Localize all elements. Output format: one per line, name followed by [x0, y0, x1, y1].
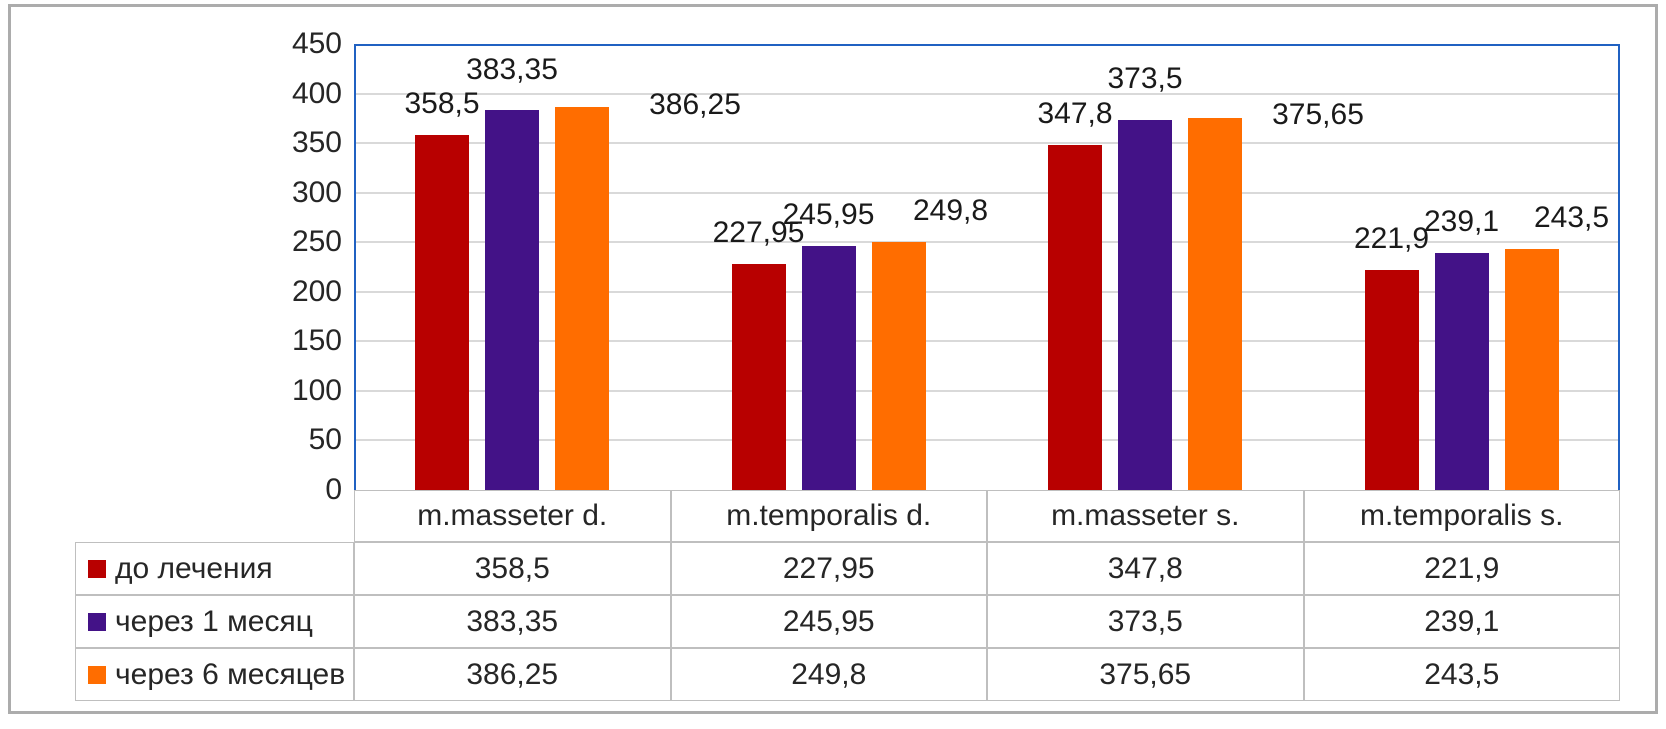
- y-tick-label-0: 0: [325, 473, 342, 506]
- y-tick-label-450: 450: [291, 27, 342, 60]
- bar-m-masseter-d--series-1: [485, 110, 539, 490]
- data-table: m.masseter d. m.temporalis d. m.masseter s…: [75, 490, 1620, 701]
- gridline-250: [356, 241, 1618, 244]
- legend-label-series-1: через 1 месяц: [115, 604, 313, 638]
- bar-m-temporalis-s--series-1: [1434, 253, 1489, 490]
- legend-item-series-2: через 6 месяцев: [75, 648, 354, 701]
- bar-m-masseter-s--series-2: [1188, 117, 1242, 490]
- gridline-200: [356, 290, 1618, 293]
- table-value-cell: 373,5: [987, 595, 1304, 648]
- bar-value-label: 249,8: [912, 194, 989, 228]
- bar-value-label: 227,95: [712, 216, 805, 250]
- category-header-m-masseter-d-: m.masseter d.: [354, 490, 671, 542]
- bar-value-label: 347,8: [1037, 97, 1113, 131]
- y-tick-label-400: 400: [291, 76, 342, 110]
- bar-value-label: 239,1: [1423, 205, 1500, 239]
- bar-value-label: 383,35: [466, 53, 558, 87]
- table-value-cell: 383,35: [354, 595, 671, 648]
- gridline-350: [356, 142, 1618, 145]
- legend-label-series-0: до лечения: [115, 551, 273, 585]
- bar-m-masseter-s--series-0: [1048, 145, 1102, 490]
- y-tick-label-250: 250: [291, 225, 342, 259]
- table-value-cell: 249,8: [670, 648, 987, 701]
- table-value-cell: 239,1: [1303, 595, 1620, 648]
- bar-m-masseter-d--series-2: [555, 107, 609, 490]
- bar-value-label: 373,5: [1107, 61, 1183, 95]
- table-value-cell: 358,5: [354, 542, 671, 595]
- y-tick-label-100: 100: [291, 373, 342, 407]
- legend-item-series-0: до лечения: [75, 542, 354, 595]
- bar-m-masseter-s--series-1: [1118, 119, 1172, 490]
- table-value-cell: 347,8: [987, 542, 1304, 595]
- legend-swatch-series-1: [88, 612, 106, 631]
- bar-value-label: 375,65: [1272, 97, 1364, 131]
- table-value-cell: 245,95: [670, 595, 987, 648]
- legend-swatch-series-2: [88, 665, 106, 684]
- y-tick-label-350: 350: [291, 126, 342, 160]
- gridline-400: [356, 92, 1618, 95]
- bar-m-temporalis-d--series-1: [801, 246, 856, 490]
- legend-item-series-1: через 1 месяц: [75, 595, 354, 648]
- bar-m-temporalis-s--series-2: [1504, 248, 1559, 490]
- bar-value-label: 358,5: [404, 86, 480, 120]
- category-header-m-temporalis-d-: m.temporalis d.: [670, 490, 987, 542]
- bar-value-label: 386,25: [649, 88, 741, 122]
- gridline-150: [356, 340, 1618, 343]
- y-tick-label-50: 50: [308, 423, 342, 457]
- y-tick-label-150: 150: [291, 324, 342, 358]
- bar-m-temporalis-d--series-2: [871, 242, 926, 490]
- y-tick-label-300: 300: [291, 175, 342, 209]
- gridline-300: [356, 191, 1618, 194]
- gridline-50: [356, 439, 1618, 442]
- category-header-m-masseter-s-: m.masseter s.: [987, 490, 1304, 542]
- table-value-cell: 243,5: [1303, 648, 1620, 701]
- legend-swatch-series-0: [88, 559, 106, 578]
- legend-label-series-2: через 6 месяцев: [115, 657, 346, 691]
- table-value-cell: 386,25: [354, 648, 671, 701]
- bar-value-label: 243,5: [1533, 200, 1610, 234]
- bar-value-label: 245,95: [782, 198, 875, 232]
- category-header-m-temporalis-s-: m.temporalis s.: [1303, 490, 1620, 542]
- gridline-100: [356, 389, 1618, 392]
- bar-m-temporalis-s--series-0: [1364, 270, 1419, 490]
- bar-m-temporalis-d--series-0: [731, 264, 786, 490]
- y-tick-label-200: 200: [291, 274, 342, 308]
- table-corner-blank: [75, 490, 354, 542]
- bar-m-masseter-d--series-0: [415, 134, 469, 490]
- table-value-cell: 375,65: [987, 648, 1304, 701]
- table-value-cell: 227,95: [670, 542, 987, 595]
- table-value-cell: 221,9: [1303, 542, 1620, 595]
- bar-value-label: 221,9: [1353, 222, 1430, 256]
- plot-area: [354, 44, 1620, 490]
